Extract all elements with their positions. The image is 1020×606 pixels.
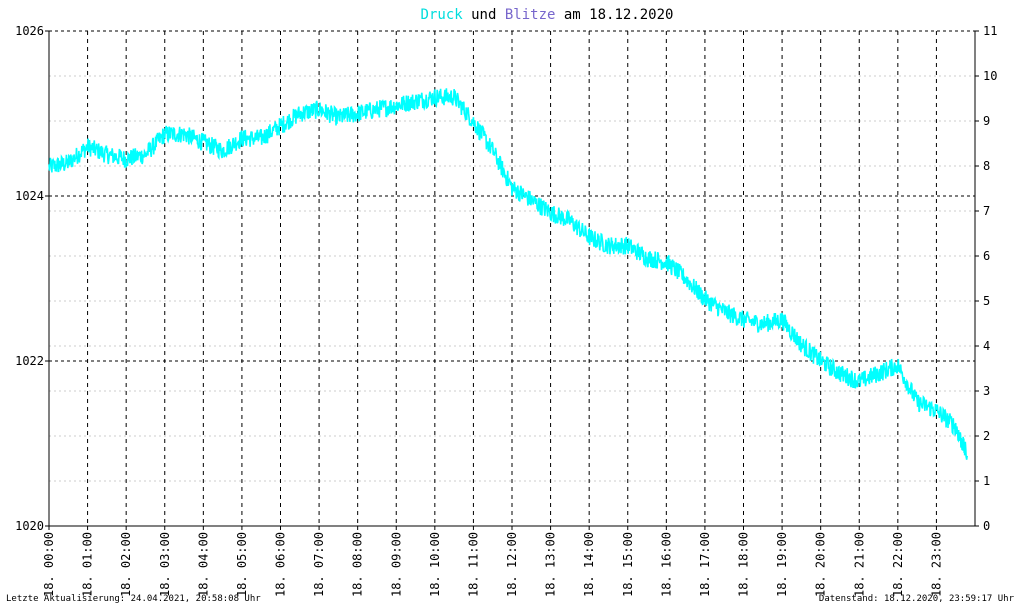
x-tick-label-19: 18. 19:00 [775,532,789,597]
x-tick-label-9: 18. 09:00 [389,532,403,597]
right-tick-label-5: 5 [983,294,990,308]
x-tick-label-23: 18. 23:00 [929,532,943,597]
x-tick-label-22: 18. 22:00 [891,532,905,597]
x-tick-label-20: 18. 20:00 [814,532,828,597]
x-tick-label-8: 18. 08:00 [351,532,365,597]
title-part-druck: Druck [421,7,464,23]
x-tick-label-17: 18. 17:00 [698,532,712,597]
x-tick-label-13: 18. 13:00 [544,532,558,597]
left-tick-label-3: 1026 [15,24,44,38]
right-tick-label-7: 7 [983,204,990,218]
right-tick-label-8: 8 [983,159,990,173]
left-tick-label-2: 1024 [15,189,44,203]
x-tick-label-12: 18. 12:00 [505,532,519,597]
series [48,88,969,460]
axes: 1020 1022 1024 1026 0 1 2 3 4 5 6 7 8 9 10 11 18. 00:00 1… [15,24,997,597]
grid [49,30,975,527]
x-tick-label-5: 18. 05:00 [235,532,249,597]
x-tick-label-4: 18. 04:00 [196,532,210,597]
right-tick-label-1: 1 [983,474,990,488]
right-tick-label-10: 10 [983,69,997,83]
chart-title: Druck und Blitze am 18.12.2020 [421,7,674,23]
x-tick-label-3: 18. 03:00 [158,532,172,597]
x-tick-label-11: 18. 11:00 [466,532,480,597]
footer-data-status: Datenstand: 18.12.2020, 23:59:17 Uhr [819,594,1015,604]
right-tick-label-0: 0 [983,519,990,533]
right-tick-label-3: 3 [983,384,990,398]
title-part-date: am 18.12.2020 [555,7,673,23]
x-tick-label-0: 18. 00:00 [42,532,56,597]
x-tick-label-14: 18. 14:00 [582,532,596,597]
x-tick-label-15: 18. 15:00 [621,532,635,597]
right-tick-label-2: 2 [983,429,990,443]
x-tick-label-21: 18. 21:00 [852,532,866,597]
title-part-blitze: Blitze [505,7,556,23]
left-tick-label-1: 1022 [15,354,44,368]
title-part-und: und [463,7,505,23]
right-tick-label-4: 4 [983,339,990,353]
right-tick-label-11: 11 [983,24,997,38]
x-tick-label-6: 18. 06:00 [274,532,288,597]
x-tick-label-18: 18. 18:00 [737,532,751,597]
right-tick-label-6: 6 [983,249,990,263]
x-tick-label-16: 18. 16:00 [659,532,673,597]
series-line-druck [48,88,969,460]
x-tick-label-7: 18. 07:00 [312,532,326,597]
x-tick-label-2: 18. 02:00 [119,532,133,597]
x-tick-label-10: 18. 10:00 [428,532,442,597]
footer-last-update: Letzte Aktualisierung: 24.04.2021, 20:58… [6,594,261,604]
x-tick-label-1: 18. 01:00 [81,532,95,597]
left-tick-label-0: 1020 [15,519,44,533]
right-tick-label-9: 9 [983,114,990,128]
